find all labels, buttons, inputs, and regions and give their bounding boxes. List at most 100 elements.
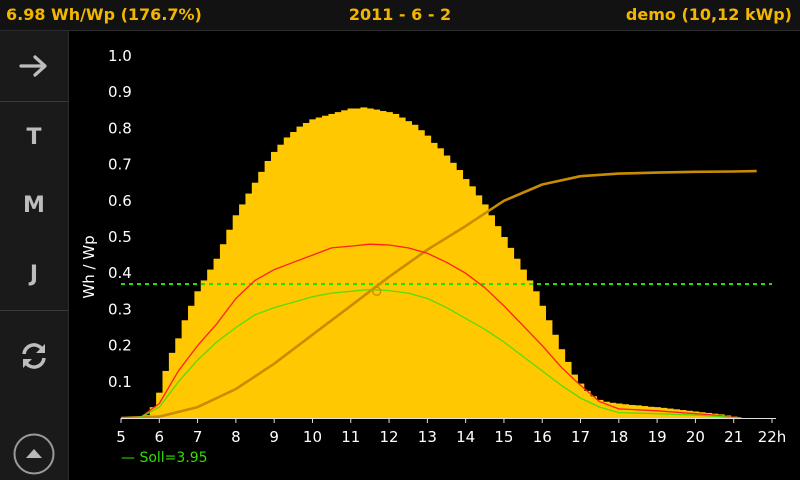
y-tick-label-7: 0.8 xyxy=(108,119,132,137)
sidebar: T M J xyxy=(0,31,69,480)
bar-33 xyxy=(347,108,355,419)
bar-53 xyxy=(475,195,483,418)
daily-yield: 6.98 Wh/Wp (176.7%) xyxy=(6,5,202,24)
bar-32 xyxy=(341,110,349,419)
x-tick-label-11: 16 xyxy=(533,428,552,446)
bar-22 xyxy=(277,144,285,418)
bar-35 xyxy=(360,107,368,419)
bar-4 xyxy=(162,370,170,418)
y-ticks: 0.1 0.2 0.3 0.4 0.5 0.6 0.7 0.8 0.9 1.0 xyxy=(108,47,132,391)
x-tick-label-16: 21 xyxy=(724,428,743,446)
y-tick-label-4: 0.5 xyxy=(108,228,132,246)
bar-80 xyxy=(647,406,655,418)
bar-61 xyxy=(526,280,534,418)
bar-65 xyxy=(551,334,559,418)
bar-51 xyxy=(462,179,470,418)
bar-20 xyxy=(264,160,272,419)
bar-75 xyxy=(615,403,623,418)
bar-83 xyxy=(666,408,674,418)
bar-25 xyxy=(296,126,304,418)
x-tick-label-15: 20 xyxy=(686,428,705,446)
bar-77 xyxy=(628,404,636,418)
bar-57 xyxy=(500,237,508,418)
bar-46 xyxy=(430,142,438,418)
x-tick-label-5: 10 xyxy=(303,428,322,446)
bar-12 xyxy=(213,258,221,418)
bar-49 xyxy=(449,162,457,418)
bar-62 xyxy=(532,291,540,418)
bar-81 xyxy=(653,407,661,418)
x-tick-label-8: 13 xyxy=(418,428,437,446)
bar-84 xyxy=(673,409,681,418)
bar-26 xyxy=(302,122,310,418)
y-tick-label-2: 0.3 xyxy=(108,300,132,318)
bar-5 xyxy=(168,352,176,418)
date-label: 2011 - 6 - 2 xyxy=(348,5,452,24)
bar-9 xyxy=(194,291,202,418)
bar-52 xyxy=(468,186,476,418)
y-tick-label-9: 1.0 xyxy=(108,47,132,65)
x-tick-label-1: 6 xyxy=(155,428,165,446)
bar-48 xyxy=(443,155,451,419)
bar-36 xyxy=(366,108,374,419)
red-series-line xyxy=(120,243,742,419)
bar-6 xyxy=(175,338,183,418)
system-label: demo (10,12 kWp) xyxy=(625,5,792,24)
bar-23 xyxy=(283,137,291,418)
x-tick-label-12: 17 xyxy=(571,428,590,446)
bar-64 xyxy=(545,320,553,418)
bar-10 xyxy=(200,280,208,418)
y-tick-label-0: 0.1 xyxy=(108,373,132,391)
bar-82 xyxy=(660,407,668,418)
x-tick-label-0: 5 xyxy=(116,428,126,446)
bar-29 xyxy=(322,115,330,418)
x-tick-label-2: 7 xyxy=(193,428,203,446)
bar-72 xyxy=(596,399,604,418)
bar-7 xyxy=(181,320,189,418)
bar-70 xyxy=(583,390,591,418)
refresh-icon[interactable] xyxy=(0,321,68,391)
bar-60 xyxy=(519,269,527,418)
bar-28 xyxy=(315,117,323,418)
chevron-up-circle-icon[interactable] xyxy=(0,429,68,479)
top-bar: 6.98 Wh/Wp (176.7%) 2011 - 6 - 2 demo (1… xyxy=(0,0,800,31)
bar-45 xyxy=(424,135,432,418)
x-tick-label-9: 14 xyxy=(456,428,475,446)
bar-44 xyxy=(417,130,425,418)
bar-39 xyxy=(385,112,393,419)
y-tick-label-5: 0.6 xyxy=(108,192,132,210)
x-tick-label-4: 9 xyxy=(269,428,279,446)
bar-27 xyxy=(309,119,317,418)
x-tick-label-7: 12 xyxy=(380,428,399,446)
bar-16 xyxy=(239,204,247,418)
bar-78 xyxy=(634,405,642,418)
bar-58 xyxy=(507,247,515,418)
bar-50 xyxy=(456,170,464,418)
bar-56 xyxy=(494,226,502,418)
bar-15 xyxy=(232,215,240,418)
x-tick-label-10: 15 xyxy=(494,428,513,446)
bar-14 xyxy=(226,229,234,418)
bar-55 xyxy=(487,215,495,418)
x-tick-label-14: 19 xyxy=(648,428,667,446)
bar-18 xyxy=(251,182,259,418)
bar-42 xyxy=(405,121,412,418)
monat-button[interactable]: M xyxy=(23,192,45,218)
intersection-marker xyxy=(372,286,382,296)
cumulative-line xyxy=(120,169,757,420)
y-tick-label-8: 0.9 xyxy=(108,83,132,101)
bar-8 xyxy=(188,305,195,418)
tag-button[interactable]: T xyxy=(26,124,42,150)
forward-arrow-icon[interactable] xyxy=(0,31,68,101)
x-tick-label-17: 22h xyxy=(758,428,787,446)
bar-40 xyxy=(392,113,400,419)
bar-43 xyxy=(411,124,419,418)
bar-59 xyxy=(513,258,521,418)
bar-17 xyxy=(245,193,253,418)
bar-31 xyxy=(334,112,342,419)
bar-76 xyxy=(622,404,629,418)
bar-3 xyxy=(156,392,164,418)
bar-38 xyxy=(379,111,387,419)
green-series-line xyxy=(120,288,742,419)
jahr-button[interactable]: J xyxy=(29,261,39,287)
